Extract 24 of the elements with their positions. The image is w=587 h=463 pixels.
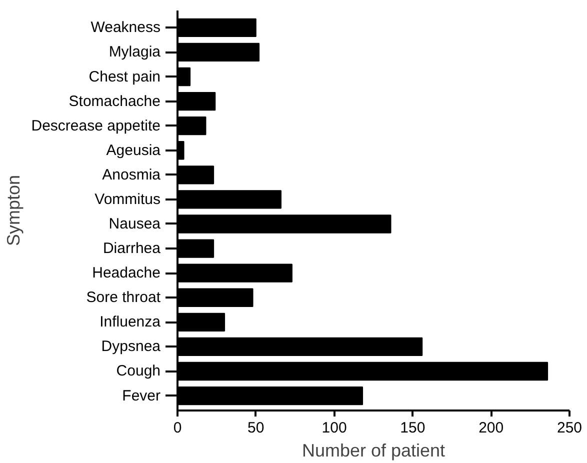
y-tick-label: Nausea bbox=[108, 215, 162, 232]
x-axis-title: Number of patient bbox=[302, 440, 446, 460]
y-tick-label: Ageusia bbox=[106, 142, 162, 159]
y-tick-label: Influenza bbox=[100, 314, 162, 331]
x-tick-label: 250 bbox=[556, 420, 582, 436]
x-tick-label: 150 bbox=[400, 420, 426, 436]
y-tick-label: Stomachache bbox=[68, 92, 161, 110]
y-tick-label: Cough bbox=[116, 362, 160, 380]
x-tick-label: 100 bbox=[322, 420, 347, 436]
x-tick-label: 200 bbox=[478, 420, 504, 436]
x-tick-label: 50 bbox=[248, 420, 264, 436]
x-tick-label: 0 bbox=[173, 420, 182, 436]
y-tick-label: Dypsnea bbox=[101, 338, 162, 356]
y-tick-label: Sore throat bbox=[86, 289, 162, 306]
y-tick-label: Descrease appetite bbox=[31, 117, 161, 134]
y-tick-label: Mylagia bbox=[108, 44, 162, 61]
y-tick-label: Weakness bbox=[90, 19, 161, 36]
y-tick-label: Fever bbox=[122, 387, 161, 404]
y-tick-label: Anosmia bbox=[102, 166, 162, 184]
y-tick-label: Headache bbox=[92, 264, 161, 282]
y-tick-label: Diarrhea bbox=[102, 240, 162, 258]
y-tick-label: Chest pain bbox=[88, 68, 161, 86]
y-tick-label: Vommitus bbox=[94, 190, 161, 208]
y-axis-title: Sympton bbox=[3, 174, 24, 246]
